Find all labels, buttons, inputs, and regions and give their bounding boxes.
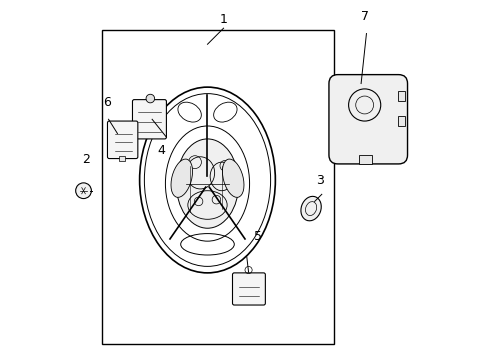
FancyBboxPatch shape [107,121,138,158]
Text: 7: 7 [361,10,368,23]
Ellipse shape [176,139,239,228]
Bar [102,30,334,344]
Bar [359,155,372,164]
Ellipse shape [171,159,193,197]
Text: 4: 4 [157,144,165,157]
Bar [119,156,125,161]
Text: 3: 3 [316,174,324,187]
Ellipse shape [222,159,244,197]
Text: 6: 6 [103,95,111,109]
FancyBboxPatch shape [329,75,408,164]
Circle shape [146,94,155,103]
FancyBboxPatch shape [132,100,167,139]
Ellipse shape [301,196,321,221]
Text: 1: 1 [220,13,227,26]
Circle shape [75,183,92,199]
Text: 5: 5 [253,230,262,243]
Bar [397,91,405,102]
FancyBboxPatch shape [232,273,266,305]
Text: 2: 2 [82,153,90,166]
Bar [397,116,405,126]
